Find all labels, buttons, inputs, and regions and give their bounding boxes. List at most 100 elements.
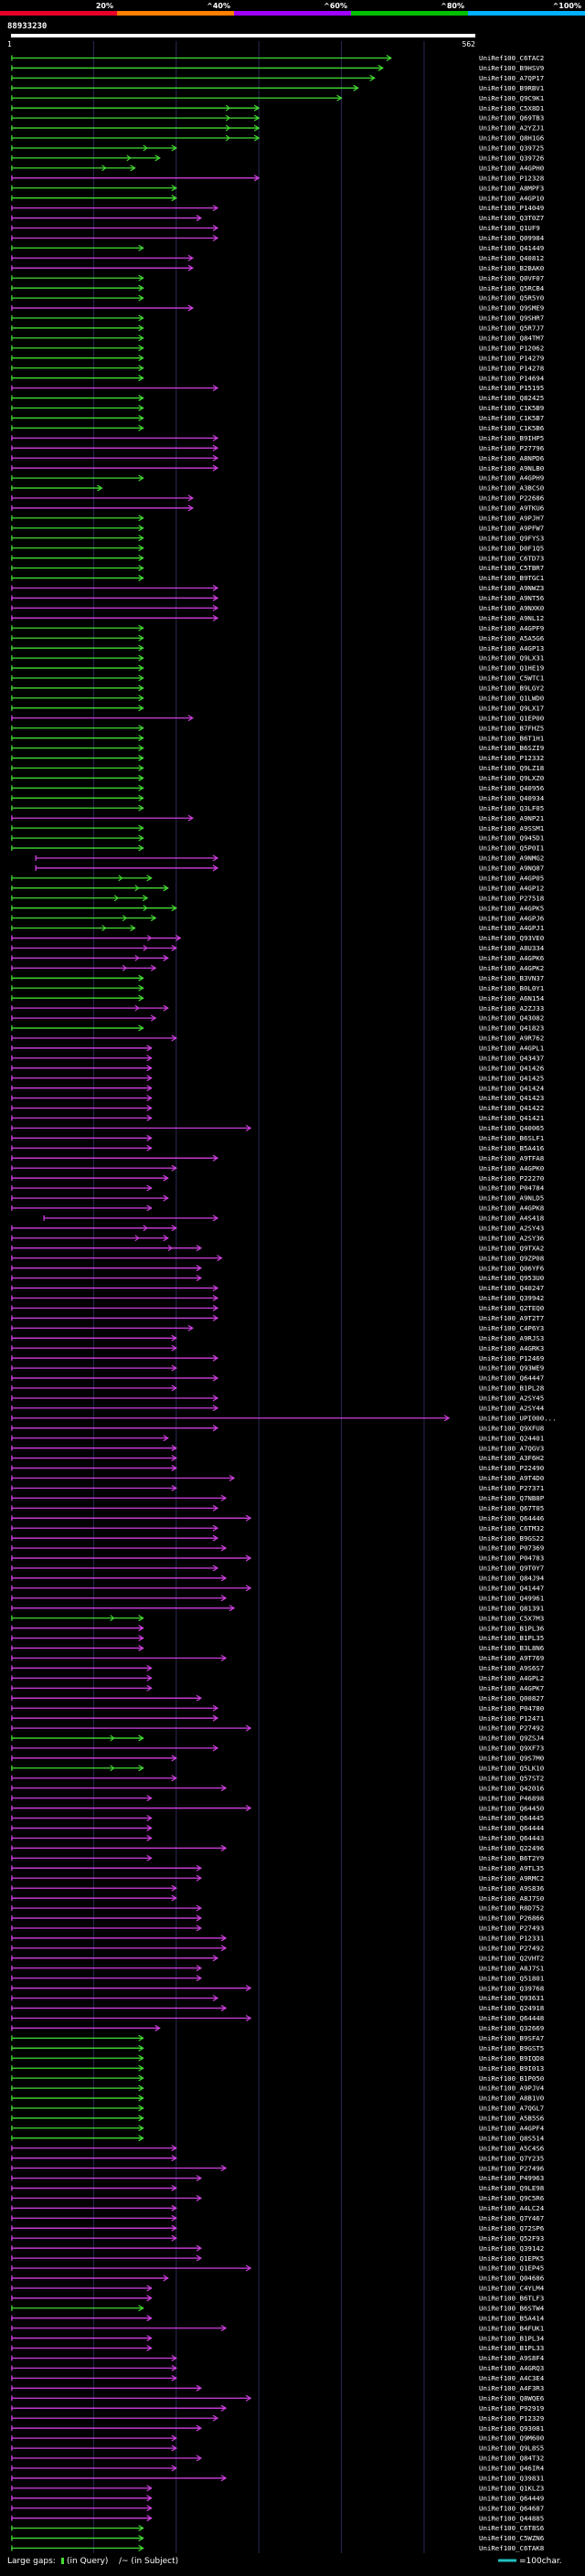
hit-id[interactable]: UniRef100_P12332 (479, 754, 544, 762)
hit-id[interactable]: UniRef100_Q06YF6 (479, 1264, 544, 1272)
hit-id[interactable]: UniRef100_A9S8F4 (479, 2354, 545, 2362)
hit-row[interactable]: UniRef100_A4GP12 (11, 884, 544, 892)
hit-row[interactable]: UniRef100_P07369 (11, 1544, 544, 1553)
hit-row[interactable]: UniRef100_A4GPK2 (11, 964, 544, 972)
hit-id[interactable]: UniRef100_P22686 (479, 494, 544, 503)
hit-id[interactable]: UniRef100_B6T1H1 (479, 734, 544, 742)
hit-row[interactable]: UniRef100_A3F6H2 (11, 1454, 544, 1462)
hit-row[interactable]: UniRef100_Q69TB3 (11, 114, 544, 122)
hit-row[interactable]: UniRef100_B9GS22 (11, 1534, 544, 1542)
hit-id[interactable]: UniRef100_Q9TXA2 (479, 1244, 544, 1252)
hit-row[interactable]: UniRef100_Q41425 (11, 1074, 544, 1082)
hit-id[interactable]: UniRef100_Q9T0Y7 (479, 1564, 544, 1573)
hit-row[interactable]: UniRef100_A2SY36 (11, 1234, 544, 1242)
hit-row[interactable]: UniRef100_A9R762 (11, 1034, 544, 1043)
hit-row[interactable]: UniRef100_Q06YF6 (11, 1264, 544, 1272)
hit-row[interactable]: UniRef100_Q51801 (11, 1974, 544, 1982)
hit-id[interactable]: UniRef100_P12062 (479, 344, 544, 352)
hit-id[interactable]: UniRef100_A8MPF3 (479, 184, 544, 192)
hit-id[interactable]: UniRef100_P12329 (479, 2414, 544, 2422)
hit-row[interactable]: UniRef100_A9T769 (11, 1654, 544, 1662)
hit-id[interactable]: UniRef100_A4GPK5 (479, 904, 544, 912)
hit-row[interactable]: UniRef100_C1K5B9 (11, 404, 544, 412)
hit-id[interactable]: UniRef100_Q9M600 (479, 2434, 544, 2443)
hit-id[interactable]: UniRef100_Q52F93 (479, 2234, 544, 2242)
hit-row[interactable]: UniRef100_A9T4D0 (11, 1474, 544, 1482)
hit-id[interactable]: UniRef100_A4GPK2 (479, 964, 544, 972)
hit-id[interactable]: UniRef100_Q67T05 (479, 1504, 544, 1512)
hit-row[interactable]: UniRef100_Q9S7M0 (11, 1754, 544, 1763)
hit-id[interactable]: UniRef100_A4GPF9 (479, 624, 544, 632)
hit-row[interactable]: UniRef100_Q5R5Y0 (11, 294, 544, 302)
hit-row[interactable]: UniRef100_A9NXK0 (11, 604, 544, 612)
hit-row[interactable]: UniRef100_C6TAK8 (11, 2544, 544, 2552)
hit-id[interactable]: UniRef100_Q64449 (479, 2494, 544, 2502)
hit-row[interactable]: UniRef100_Q39942 (11, 1294, 544, 1302)
hit-row[interactable]: UniRef100_Q00827 (11, 1694, 544, 1702)
hit-row[interactable]: UniRef100_Q39831 (11, 2475, 544, 2483)
hit-row[interactable]: UniRef100_Q953U0 (11, 1274, 544, 1282)
hit-id[interactable]: UniRef100_Q41423 (479, 1094, 544, 1102)
hit-row[interactable]: UniRef100_Q04686 (11, 2274, 544, 2283)
hit-id[interactable]: UniRef100_B1PL36 (479, 1624, 544, 1632)
hit-id[interactable]: UniRef100_A9RMC2 (479, 1874, 544, 1882)
hit-row[interactable]: UniRef100_P27796 (11, 444, 544, 452)
hit-id[interactable]: UniRef100_Q41823 (479, 1024, 544, 1033)
hit-row[interactable]: UniRef100_Q24918 (11, 2004, 544, 2012)
hit-row[interactable]: UniRef100_P12469 (11, 1354, 544, 1362)
hit-id[interactable]: UniRef100_Q43082 (479, 1014, 544, 1023)
hit-row[interactable]: UniRef100_Q9SHR7 (11, 314, 544, 323)
hit-id[interactable]: UniRef100_A9TL35 (479, 1864, 544, 1872)
hit-row[interactable]: UniRef100_A2SY45 (11, 1394, 544, 1403)
hit-id[interactable]: UniRef100_Q42016 (479, 1784, 544, 1792)
hit-id[interactable]: UniRef100_Q41449 (479, 244, 544, 252)
hit-row[interactable]: UniRef100_A7QGV3 (11, 1444, 544, 1452)
hit-id[interactable]: UniRef100_Q49961 (479, 1594, 544, 1602)
hit-row[interactable]: UniRef100_A7QP17 (11, 74, 544, 82)
hit-id[interactable]: UniRef100_P14278 (479, 364, 544, 372)
hit-id[interactable]: UniRef100_Q1EPK5 (479, 2254, 544, 2263)
hit-id[interactable]: UniRef100_B0L0Y1 (479, 984, 544, 992)
hit-id[interactable]: UniRef100_Q24401 (479, 1434, 544, 1442)
hit-row[interactable]: UniRef100_A3BCS0 (11, 484, 544, 493)
hit-id[interactable]: UniRef100_A2SY43 (479, 1224, 544, 1233)
hit-id[interactable]: UniRef100_Q2VHT2 (479, 1954, 544, 1962)
hit-row[interactable]: UniRef100_A9TKU6 (11, 504, 544, 513)
hit-id[interactable]: UniRef100_Q9SME9 (479, 304, 544, 313)
hit-id[interactable]: UniRef100_A9NXK0 (479, 604, 544, 612)
hit-id[interactable]: UniRef100_A4LC24 (479, 2204, 545, 2212)
hit-id[interactable]: UniRef100_B6T2Y9 (479, 1854, 544, 1862)
hit-id[interactable]: UniRef100_B6TLF3 (479, 2295, 544, 2303)
hit-id[interactable]: UniRef100_Q7Y235 (479, 2154, 544, 2162)
hit-id[interactable]: UniRef100_C4P6Y3 (479, 1324, 544, 1332)
hit-id[interactable]: UniRef100_B9RBV1 (479, 84, 544, 92)
hit-id[interactable]: UniRef100_B9SFA7 (479, 2034, 544, 2042)
hit-row[interactable]: UniRef100_D0F1Q5 (11, 544, 544, 552)
hit-row[interactable]: UniRef100_Q43082 (11, 1014, 544, 1023)
hit-id[interactable]: UniRef100_P14279 (479, 354, 544, 362)
hit-id[interactable]: UniRef100_A4GPK6 (479, 954, 544, 962)
hit-row[interactable]: UniRef100_Q41421 (11, 1114, 544, 1122)
hit-id[interactable]: UniRef100_A9PJH7 (479, 514, 544, 522)
hit-id[interactable]: UniRef100_A7QGV3 (479, 1444, 544, 1452)
hit-id[interactable]: UniRef100_Q93VE0 (479, 934, 544, 942)
hit-id[interactable]: UniRef100_Q40934 (479, 794, 545, 802)
hit-id[interactable]: UniRef100_A4GPK8 (479, 1204, 544, 1213)
hit-id[interactable]: UniRef100_Q9C9K1 (479, 94, 544, 102)
hit-row[interactable]: UniRef100_Q9SME9 (11, 304, 544, 313)
hit-id[interactable]: UniRef100_C5TBR7 (479, 564, 544, 572)
hit-id[interactable]: UniRef100_B9LGY2 (479, 684, 544, 693)
hit-id[interactable]: UniRef100_A4GP10 (479, 194, 544, 202)
hit-row[interactable]: UniRef100_A9T2T7 (11, 1314, 544, 1322)
hit-id[interactable]: UniRef100_A9TFA8 (479, 1154, 544, 1162)
hit-id[interactable]: UniRef100_Q5R5Y0 (479, 294, 544, 302)
hit-row[interactable]: UniRef100_C6T8S6 (11, 2524, 544, 2532)
hit-row[interactable]: UniRef100_P49963 (11, 2174, 544, 2182)
hit-row[interactable]: UniRef100_Q41423 (11, 1094, 544, 1102)
hit-id[interactable]: UniRef100_Q9LXZ0 (479, 774, 544, 782)
hit-id[interactable]: UniRef100_Q64444 (479, 1824, 545, 1832)
hit-row[interactable]: UniRef100_Q46IR4 (11, 2465, 545, 2473)
hit-row[interactable]: UniRef100_Q9XFU8 (11, 1424, 544, 1432)
hit-row[interactable]: UniRef100_C1K5B7 (11, 414, 544, 422)
hit-id[interactable]: UniRef100_C5WZN6 (479, 2534, 544, 2542)
